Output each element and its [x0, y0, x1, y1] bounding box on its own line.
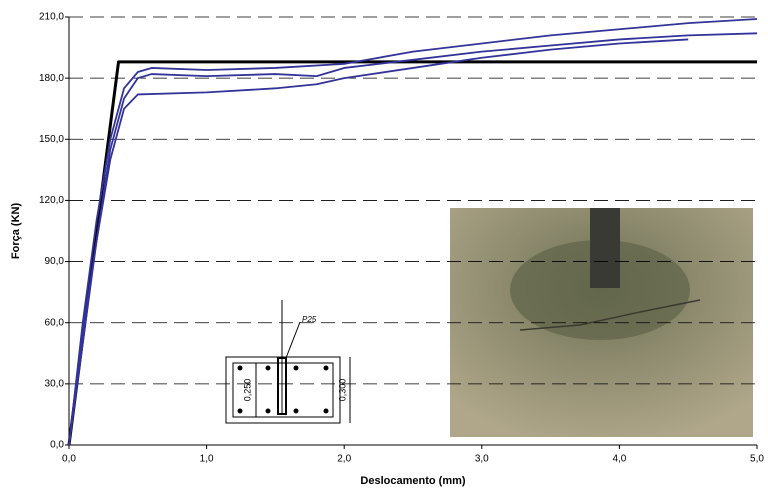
x-tick-label: 1,0 [200, 454, 214, 465]
x-tick-label: 0,0 [62, 454, 76, 465]
y-axis-label: Força (KN) [10, 203, 22, 260]
y-tick-label: 150,0 [39, 134, 64, 145]
y-tick-label: 180,0 [39, 73, 64, 84]
y-tick-label: 0,0 [50, 440, 64, 451]
annotation: 0,300 [337, 379, 347, 402]
x-tick-label: 3,0 [475, 454, 489, 465]
y-tick-label: 210,0 [39, 12, 64, 23]
x-axis-label: Deslocamento (mm) [360, 475, 465, 487]
annotation: 0,250 [242, 379, 252, 402]
y-tick-label: 60,0 [45, 317, 65, 328]
y-tick-label: 30,0 [45, 378, 65, 389]
y-tick-label: 90,0 [45, 256, 65, 267]
x-tick-label: 5,0 [750, 454, 764, 465]
x-tick-label: 4,0 [612, 454, 626, 465]
section-sketch: P25 0,250 0,300 [226, 300, 350, 423]
x-tick-label: 2,0 [337, 454, 351, 465]
y-tick-label: 120,0 [39, 195, 64, 206]
chart: P25 0,250 0,300 Deslocamento (mm) Força … [0, 0, 768, 490]
